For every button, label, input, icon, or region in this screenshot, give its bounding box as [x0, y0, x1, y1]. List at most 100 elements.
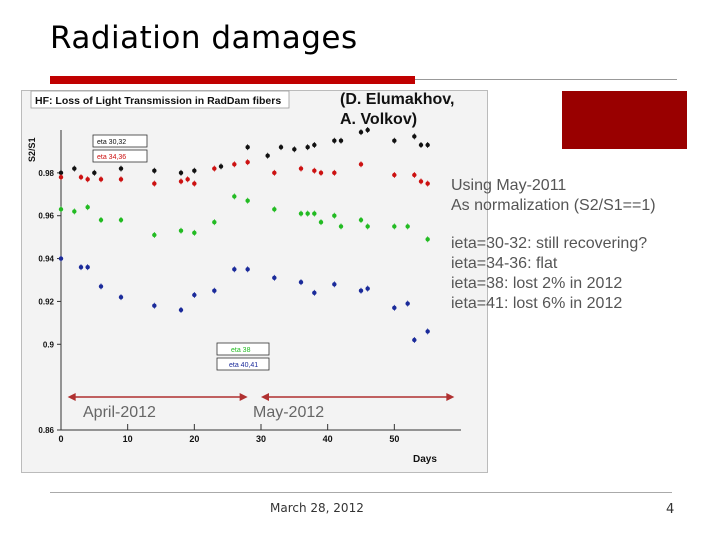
footer-rule	[50, 492, 672, 493]
legend-box-eta34	[92, 149, 148, 163]
data-point	[218, 164, 224, 169]
page-number: 4	[666, 502, 675, 517]
data-point	[405, 301, 410, 306]
x-tick-label: 0	[58, 434, 63, 444]
notes-intro-2: As normalization (S2/S1==1)	[451, 197, 656, 214]
y-tick-label: 0.92	[38, 297, 54, 306]
legend-label-eta30: eta 30,32	[97, 139, 126, 146]
data-point	[292, 147, 297, 152]
data-point	[338, 224, 344, 229]
data-point	[272, 170, 277, 176]
x-tick-label: 20	[189, 434, 199, 444]
legend-box-eta38	[216, 342, 270, 356]
y-axis-label: S2/S1	[27, 137, 37, 162]
data-point	[118, 294, 124, 300]
data-point	[312, 290, 317, 296]
x-tick-label: 30	[256, 434, 266, 444]
data-point	[192, 168, 197, 173]
data-point	[332, 213, 337, 218]
data-point	[85, 177, 90, 182]
y-tick-label: 0.86	[38, 426, 54, 435]
period-arrow-head-right	[446, 393, 455, 401]
chart-title: HF: Loss of Light Transmission in RadDam…	[35, 95, 281, 107]
data-point	[318, 170, 324, 176]
data-point	[425, 237, 430, 242]
data-point	[212, 288, 217, 293]
notes-item: ieta=41: lost 6% in 2012	[451, 295, 623, 312]
notes-intro-1: Using May-2011	[451, 177, 567, 194]
data-point	[85, 204, 90, 210]
period-arrow-head-left	[261, 393, 269, 401]
radiation-chart: 0.86 0.9 0.92 0.94 0.96 0.98 0 10 20 30 40 50 HF: L…	[27, 90, 461, 465]
data-point	[98, 284, 104, 289]
data-point	[272, 207, 277, 212]
legend-label-eta34: eta 34,36	[97, 154, 126, 161]
data-point	[365, 127, 370, 133]
data-point	[312, 211, 317, 216]
legend-label-eta38: eta 38	[231, 347, 251, 354]
data-point	[118, 177, 124, 182]
data-point	[278, 144, 284, 150]
x-tick-label: 40	[323, 434, 333, 444]
data-point	[152, 168, 157, 173]
data-point	[192, 230, 197, 236]
data-point	[232, 194, 237, 199]
legend-label-eta40: eta 40,41	[229, 362, 258, 369]
notes-item: ieta=30-32: still recovering?	[451, 235, 648, 252]
data-point	[245, 198, 250, 203]
data-point	[152, 232, 157, 238]
data-point	[98, 177, 104, 182]
data-point	[245, 159, 250, 165]
data-point	[412, 172, 417, 178]
x-tick-label: 50	[389, 434, 399, 444]
data-point	[58, 207, 64, 212]
data-point	[312, 142, 317, 148]
legend-box-eta40	[216, 357, 270, 371]
data-point	[192, 181, 197, 186]
data-point	[358, 217, 364, 223]
slide-title: Radiation damages	[50, 20, 358, 56]
data-point	[118, 217, 124, 223]
credit-line-1: (D. Elumakhov,	[340, 91, 455, 108]
data-point	[358, 162, 364, 167]
notes-block: Using May-2011 As normalization (S2/S1==…	[451, 176, 656, 314]
data-point	[358, 288, 364, 293]
notes-item: ieta=38: lost 2% in 2012	[451, 275, 623, 292]
y-tick-label: 0.96	[38, 212, 54, 221]
data-point	[392, 224, 397, 229]
period-label-april: April-2012	[83, 404, 156, 421]
data-point	[78, 264, 84, 270]
data-point	[58, 170, 64, 176]
data-point	[98, 217, 104, 223]
data-point	[425, 329, 430, 334]
y-tick-label: 0.94	[38, 255, 54, 264]
data-point	[232, 267, 237, 272]
data-point	[305, 211, 310, 216]
data-point	[318, 219, 324, 225]
data-point	[365, 286, 370, 291]
data-point	[358, 129, 364, 135]
data-point	[78, 174, 84, 180]
y-tick-label: 0.98	[38, 169, 54, 178]
data-point	[338, 138, 344, 143]
data-point	[312, 168, 317, 173]
title-rule	[415, 79, 677, 80]
data-point	[425, 142, 430, 148]
data-point	[212, 166, 217, 171]
data-point	[72, 209, 77, 214]
credit-line-2: A. Volkov)	[340, 111, 418, 128]
data-point	[332, 282, 337, 287]
period-arrow-head-right	[239, 393, 248, 401]
data-point	[178, 228, 184, 233]
data-point	[365, 224, 370, 229]
data-point	[212, 219, 217, 225]
data-point	[392, 305, 397, 311]
period-arrow-head-left	[67, 393, 76, 401]
data-point	[245, 267, 250, 272]
legend-box-eta30	[92, 134, 148, 148]
data-point	[58, 256, 64, 261]
chart-title-box	[30, 90, 290, 109]
data-point	[418, 179, 424, 184]
data-point	[192, 292, 197, 298]
data-point	[272, 275, 277, 281]
